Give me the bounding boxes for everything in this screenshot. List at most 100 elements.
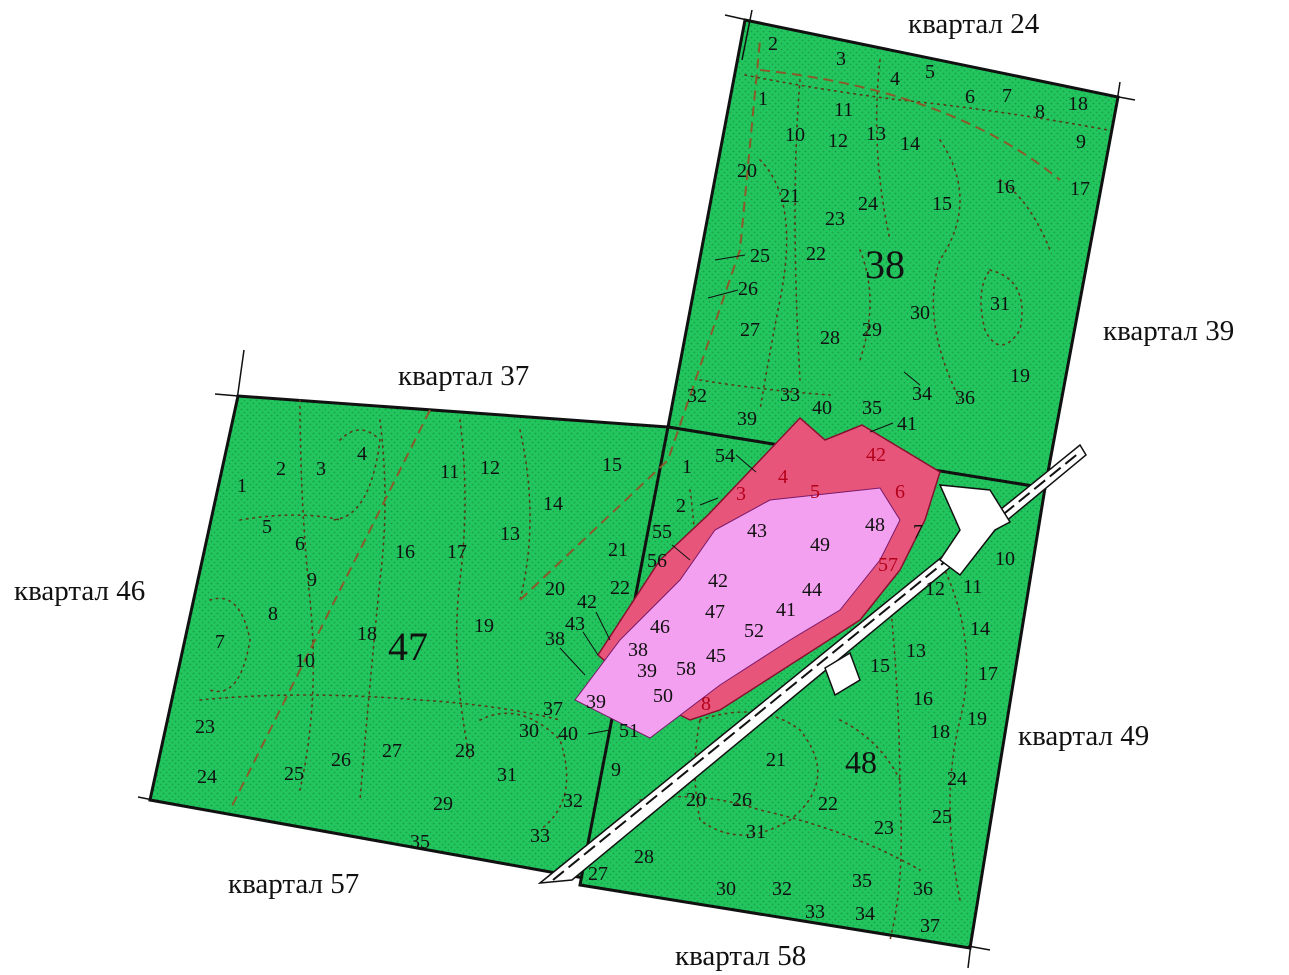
plot-labels-quarter-48: 1 2 3 4 5 6 7 8 9 10 11 12 13 14 15 16 1…: [588, 445, 1015, 937]
plot-label: 28: [455, 740, 475, 762]
road-corridor: [537, 443, 1087, 884]
plot-label: 39: [586, 691, 606, 713]
plot-label: 9: [611, 759, 621, 781]
plot-label: 48: [865, 514, 885, 536]
plot-label: 21: [608, 539, 628, 561]
plot-label: 31: [497, 764, 517, 786]
plot-label: 4: [890, 68, 900, 90]
plot-label: 34: [855, 903, 875, 925]
plot-label: 17: [1070, 178, 1090, 200]
plot-label: 27: [382, 740, 402, 762]
plot-label: 6: [965, 86, 975, 108]
plot-label: 26: [732, 789, 752, 811]
plot-label: 39: [637, 660, 657, 682]
plot-label: 5: [262, 516, 272, 538]
plot-label: 41: [776, 599, 796, 621]
plot-label: 13: [866, 123, 886, 145]
allocation-area-inner[interactable]: [574, 487, 901, 739]
plot-label: 55: [652, 521, 672, 543]
plot-label: 2: [768, 33, 778, 55]
plot-label: 57: [878, 554, 898, 576]
plot-label: 7: [1002, 85, 1012, 107]
plot-label: 34: [912, 383, 932, 405]
plot-label: 22: [806, 243, 826, 265]
plot-label: 52: [744, 620, 764, 642]
quarter-47-number: 47: [388, 624, 428, 669]
neighbor-quarter-39-label: квартал 39: [1103, 315, 1234, 347]
plot-label: 40: [812, 397, 832, 419]
plot-label: 18: [930, 721, 950, 743]
plot-label: 25: [932, 806, 952, 828]
plot-label: 29: [862, 319, 882, 341]
neighbor-quarter-46-label: квартал 46: [14, 575, 145, 607]
plot-label: 6: [295, 533, 305, 555]
plot-label: 2: [676, 495, 686, 517]
neighbor-quarter-58-label: квартал 58: [675, 940, 806, 972]
plot-label: 47: [705, 601, 725, 623]
leader-lines: [559, 254, 921, 735]
plot-label: 7: [913, 521, 923, 543]
plot-label: 21: [766, 749, 786, 771]
plot-label: 25: [750, 245, 770, 267]
plot-label: 17: [978, 663, 998, 685]
plot-label: 39: [737, 408, 757, 430]
plot-label: 1: [758, 88, 768, 110]
plot-label: 46: [650, 616, 670, 638]
neighbor-quarter-24-label: квартал 24: [908, 8, 1040, 40]
plot-label: 26: [331, 749, 351, 771]
plot-label: 8: [268, 603, 278, 625]
plot-boundaries: [199, 59, 1109, 941]
dashed-tracks: [229, 39, 1061, 811]
plot-label: 11: [440, 461, 459, 483]
plot-label: 28: [820, 327, 840, 349]
plot-label: 43: [565, 613, 585, 635]
plot-label: 33: [805, 901, 825, 923]
plot-label: 8: [1035, 101, 1045, 123]
quarter-48-number: 48: [845, 744, 877, 780]
neighbor-quarter-37-label: квартал 37: [398, 360, 529, 392]
plot-label: 27: [588, 863, 608, 885]
plot-label: 10: [785, 124, 805, 146]
plot-label: 4: [778, 466, 788, 488]
plot-label: 17: [447, 541, 467, 563]
plot-label: 10: [995, 548, 1015, 570]
plot-label: 7: [215, 631, 225, 653]
plot-label: 41: [897, 413, 917, 435]
plot-label: 1: [237, 475, 247, 497]
plot-label: 15: [602, 454, 622, 476]
plot-label: 20: [545, 578, 565, 600]
plot-label: 16: [913, 688, 933, 710]
plot-label: 25: [284, 763, 304, 785]
plot-label: 45: [706, 645, 726, 667]
plot-label: 26: [738, 278, 758, 300]
plot-label: 9: [307, 569, 317, 591]
plot-label: 54: [715, 445, 735, 467]
plot-label: 43: [747, 520, 767, 542]
plot-label: 5: [810, 481, 820, 503]
plot-label: 56: [647, 550, 667, 572]
plot-label: 4: [357, 443, 367, 465]
plot-label: 20: [737, 160, 757, 182]
plot-label: 36: [955, 387, 975, 409]
plot-label: 33: [530, 825, 550, 847]
plot-label: 49: [810, 534, 830, 556]
plot-label: 30: [519, 720, 539, 742]
plot-label: 12: [925, 578, 945, 600]
plot-label: 24: [947, 768, 967, 790]
plot-label: 22: [818, 793, 838, 815]
plot-label: 38: [545, 628, 565, 650]
plot-label: 31: [990, 293, 1010, 315]
plot-label: 30: [910, 302, 930, 324]
plot-label: 11: [963, 576, 982, 598]
plot-label: 18: [357, 623, 377, 645]
plot-label: 38: [628, 639, 648, 661]
plot-label: 16: [395, 541, 415, 563]
plot-label: 23: [825, 208, 845, 230]
plot-label: 28: [634, 846, 654, 868]
plot-label: 21: [780, 185, 800, 207]
plot-label: 3: [316, 458, 326, 480]
plot-label: 42: [577, 591, 597, 613]
plot-label: 35: [852, 870, 872, 892]
plot-label: 3: [836, 48, 846, 70]
plot-label: 19: [1010, 365, 1030, 387]
